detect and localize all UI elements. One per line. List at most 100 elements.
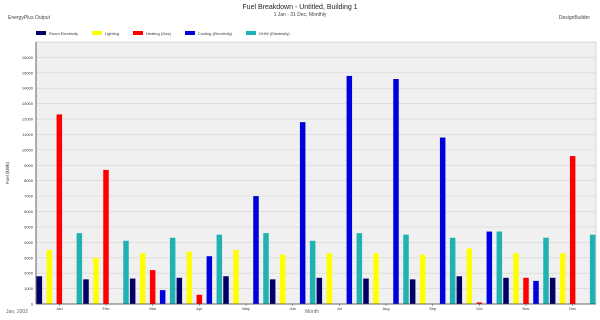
x-tick-label: Feb	[103, 306, 111, 311]
chart-title: Fuel Breakdown - Untitled, Building 1	[242, 4, 358, 11]
bar-aug-series-0	[363, 278, 369, 304]
bar-sep-series-4	[449, 237, 456, 304]
bar-apr-series-3	[206, 256, 213, 304]
y-tick-label: 16000	[22, 55, 34, 60]
gridlines	[36, 57, 596, 305]
bar-aug-series-4	[403, 234, 409, 304]
bar-jan-series-1	[46, 250, 53, 304]
bar-may-series-4	[263, 233, 269, 304]
y-tick-label: 14000	[22, 86, 34, 91]
bar-may-series-1	[233, 250, 239, 304]
bar-sep-series-0	[409, 279, 416, 304]
legend-item: DHW (Electricity)	[246, 30, 290, 36]
bar-jul-series-0	[316, 277, 323, 304]
bar-dec-series-2	[569, 156, 576, 304]
bar-oct-series-4	[496, 231, 503, 304]
bars	[36, 75, 596, 304]
legend-label: DHW (Electricity)	[259, 30, 290, 36]
legend-swatch	[132, 31, 143, 35]
bar-jun-series-0	[269, 279, 276, 304]
legend-swatch	[184, 31, 195, 35]
bar-dec-series-1	[559, 253, 566, 304]
bar-nov-series-3	[533, 280, 539, 304]
bar-apr-series-1	[186, 251, 193, 304]
bar-jan-series-4	[76, 233, 83, 304]
x-tick-label: Apr	[196, 306, 203, 311]
y-tick-label: 6000	[24, 209, 34, 214]
y-tick-label: 13000	[22, 101, 34, 106]
x-tick-label: Mar	[149, 306, 157, 311]
bar-may-series-0	[223, 276, 229, 304]
output-source-label: EnergyPlus Output	[8, 15, 50, 21]
bar-feb-series-4	[123, 240, 129, 304]
y-tick-label: 1000	[24, 286, 34, 291]
bar-jul-series-3	[346, 75, 353, 304]
legend-label: Cooling (Electricity)	[197, 30, 233, 36]
y-tick-label: 3000	[24, 255, 34, 260]
bar-apr-series-2	[196, 294, 203, 304]
legend-swatch	[36, 31, 46, 35]
bar-may-series-3	[253, 196, 259, 304]
chart-legend: Room Electricity Lighting Heating (Gas) Coo…	[36, 28, 596, 38]
bar-mar-series-1	[139, 253, 146, 304]
y-tick-label: 5000	[24, 224, 34, 229]
bar-sep-series-1	[419, 254, 426, 304]
y-tick-label: 4000	[24, 240, 34, 245]
bar-jul-series-4	[356, 233, 363, 304]
x-axis-label: Month	[305, 309, 319, 315]
x-tick-label: May	[242, 306, 250, 311]
bar-nov-series-4	[543, 237, 549, 304]
bar-nov-series-1	[513, 253, 519, 304]
x-tick-label: Aug	[382, 306, 389, 311]
legend-item: Cooling (Electricity)	[184, 30, 233, 36]
legend-item: Room Electricity	[36, 31, 78, 36]
bar-jun-series-3	[299, 122, 306, 304]
bar-apr-series-0	[176, 277, 183, 304]
x-tick-label: Sep	[429, 306, 437, 311]
x-tick-label: Nov	[522, 306, 529, 311]
y-tick-label: 9000	[24, 163, 34, 168]
bar-oct-series-3	[486, 231, 493, 304]
legend-label: Lighting	[104, 30, 119, 36]
y-axis-ticks: 0 1000 2000 3000 4000 5000 6000 7000 8000 9000 100…	[22, 55, 34, 307]
bar-oct-series-2	[476, 302, 483, 304]
app-name-label: DesignBuilder	[558, 15, 590, 21]
bar-aug-series-3	[393, 78, 399, 304]
bar-jun-series-4	[309, 240, 316, 304]
legend-label: Room Electricity	[49, 30, 78, 36]
bar-aug-series-1	[373, 253, 379, 304]
bar-mar-series-3	[159, 290, 166, 304]
y-tick-label: 7000	[24, 194, 34, 199]
y-tick-label: 11000	[22, 132, 34, 137]
x-tick-label: Jun	[289, 306, 295, 311]
bar-feb-series-0	[83, 279, 89, 304]
bar-jun-series-1	[279, 254, 286, 304]
x-tick-label: Oct	[476, 306, 483, 311]
bar-feb-series-1	[93, 257, 99, 304]
bar-oct-series-0	[456, 276, 463, 304]
y-tick-label: 0	[31, 302, 34, 307]
legend-item: Heating (Gas)	[132, 31, 171, 36]
legend-item: Lighting	[91, 30, 119, 36]
x-tick-label: Jul	[337, 306, 342, 311]
bar-mar-series-0	[129, 278, 136, 304]
bar-jan-series-2	[56, 114, 63, 304]
bar-oct-series-1	[466, 248, 473, 304]
y-tick-label: 12000	[22, 117, 34, 122]
bar-dec-series-0	[549, 277, 556, 304]
y-tick-label: 8000	[24, 178, 34, 183]
bar-jul-series-1	[326, 253, 333, 304]
bar-nov-series-2	[523, 277, 529, 304]
legend-swatch	[246, 31, 257, 35]
bar-mar-series-4	[169, 237, 176, 304]
bar-jan-series-0	[36, 276, 43, 304]
plot-area	[35, 41, 597, 305]
bar-apr-series-4	[216, 234, 223, 304]
y-tick-label: 15000	[22, 70, 34, 75]
footer-date: Jan, 2002	[6, 309, 28, 315]
x-axis-ticks: Jan Feb Mar Apr May Jun Jul Aug Sep Oct Nov Dec	[56, 304, 576, 311]
bar-feb-series-2	[103, 169, 109, 304]
chart-subtitle: 1 Jan - 31 Dec, Monthly	[273, 12, 327, 18]
bar-sep-series-3	[439, 137, 446, 304]
